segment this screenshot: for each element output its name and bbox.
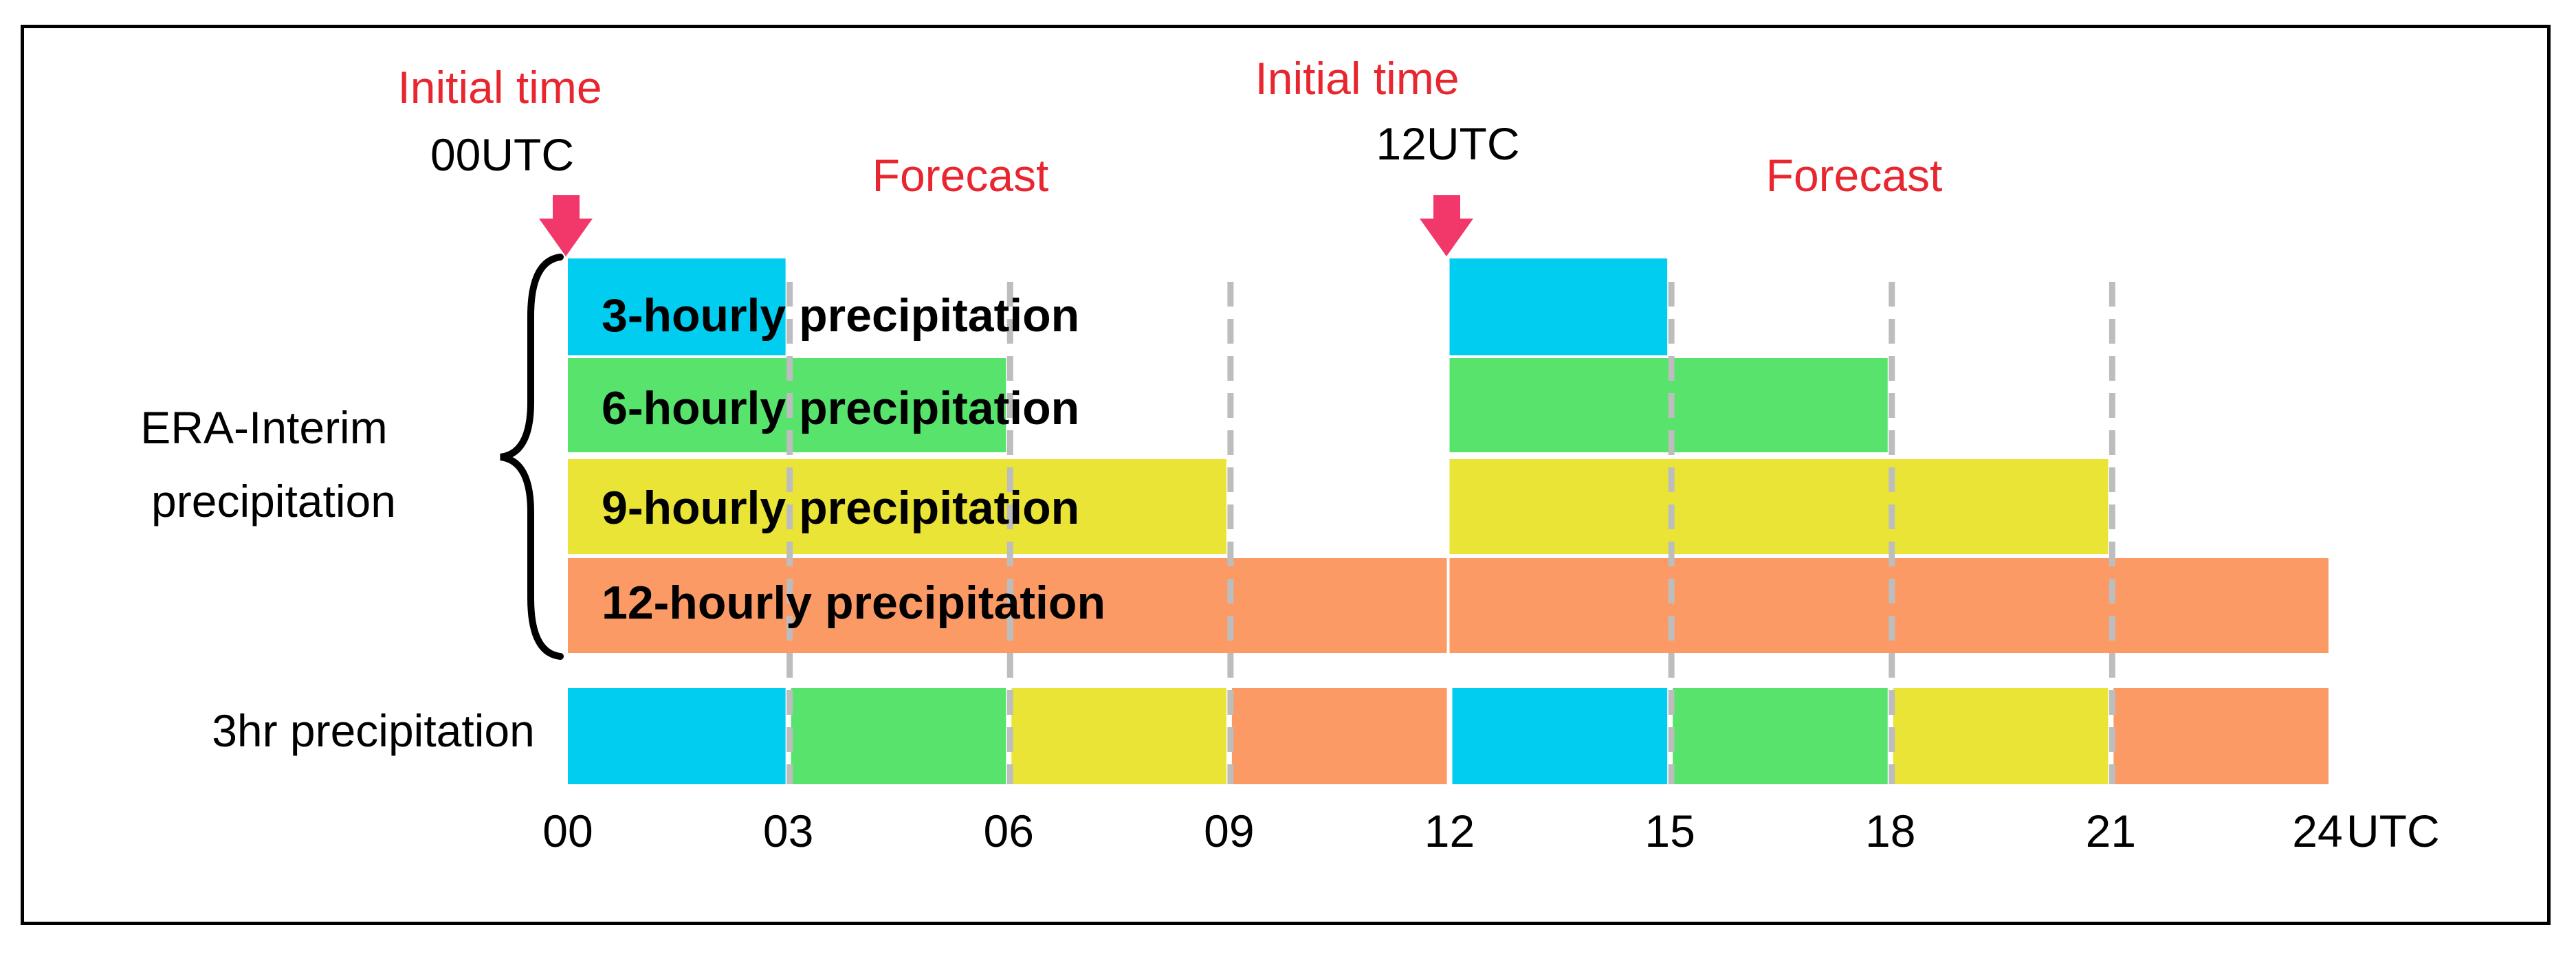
bar-9h-from-00 <box>568 459 1226 554</box>
bottom-segment-4 <box>1452 688 1668 784</box>
group-label-line-2: precipitation <box>151 476 396 526</box>
axis-tick-18: 18 <box>1865 806 1915 856</box>
initial-time-label-00: Initial time <box>397 62 602 113</box>
arrow-down-icon-12 <box>1420 195 1473 256</box>
forecast-label-2: Forecast <box>1766 150 1943 201</box>
bar-label-12h: 12-hourly precipitation <box>602 577 1105 629</box>
bottom-segment-2 <box>1011 688 1226 784</box>
bar-3h-from-12 <box>1449 258 1668 355</box>
initial-time-label-12: Initial time <box>1255 53 1459 104</box>
bar-label-6h: 6-hourly precipitation <box>602 382 1079 434</box>
initial-time-value-00: 00UTC <box>430 129 574 180</box>
time-axis: 00 03 06 09 12 15 18 21 24 UTC <box>542 806 2439 856</box>
axis-tick-06: 06 <box>984 806 1034 856</box>
group-label-line-1: ERA-Interim <box>140 402 387 453</box>
bar-label-9h: 9-hourly precipitation <box>602 482 1079 534</box>
arrow-down-icon-00 <box>539 195 593 256</box>
bottom-row-label: 3hr precipitation <box>212 705 535 756</box>
forecast-label-1: Forecast <box>872 150 1049 201</box>
bottom-segment-7 <box>2113 688 2329 784</box>
axis-tick-21: 21 <box>2086 806 2136 856</box>
bar-3h-from-00 <box>568 258 786 355</box>
axis-tick-12: 12 <box>1424 806 1475 856</box>
axis-tick-24: 24 <box>2292 806 2342 856</box>
axis-tick-15: 15 <box>1644 806 1695 856</box>
bottom-segment-0 <box>568 688 786 784</box>
axis-tick-09: 09 <box>1204 806 1254 856</box>
initial-time-value-12: 12UTC <box>1376 118 1519 169</box>
axis-tick-03: 03 <box>763 806 813 856</box>
bottom-segment-1 <box>791 688 1006 784</box>
axis-tick-00: 00 <box>542 806 593 856</box>
bottom-segment-3 <box>1231 688 1447 784</box>
bars-layer <box>568 258 2329 784</box>
dividers-layer <box>786 282 2115 784</box>
bar-label-3h: 3-hourly precipitation <box>602 289 1079 342</box>
bottom-segment-5 <box>1673 688 1888 784</box>
axis-unit: UTC <box>2346 806 2440 856</box>
bar-9h-from-12 <box>1449 459 2109 554</box>
curly-brace <box>500 254 564 660</box>
bottom-segment-6 <box>1893 688 2109 784</box>
